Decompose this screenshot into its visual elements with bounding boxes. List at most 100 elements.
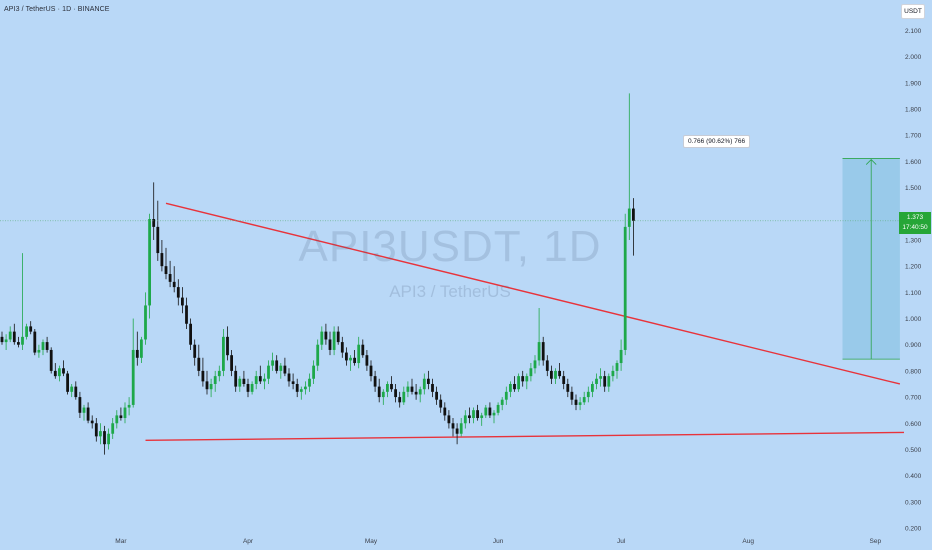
- candle-body: [611, 370, 615, 377]
- candle: [435, 386, 438, 405]
- candle: [312, 360, 315, 384]
- candle: [25, 323, 28, 340]
- y-tick-label: 0.800: [905, 368, 922, 375]
- currency-unit-badge[interactable]: USDT: [901, 4, 925, 19]
- candle: [332, 326, 336, 356]
- candle: [357, 336, 361, 369]
- candle-body: [439, 399, 443, 408]
- candle: [439, 394, 443, 413]
- candle-body: [94, 423, 98, 437]
- candle-body: [164, 266, 168, 275]
- candle-body: [574, 399, 578, 405]
- candle-body: [500, 399, 504, 405]
- candle: [217, 365, 221, 382]
- candle: [70, 383, 74, 398]
- candle: [402, 386, 406, 405]
- candle: [62, 360, 65, 377]
- candle-body: [390, 383, 393, 390]
- candle: [336, 326, 340, 345]
- candle: [0, 331, 4, 345]
- candle: [152, 182, 156, 240]
- candles: [0, 93, 635, 455]
- candle: [599, 368, 602, 387]
- candle-body: [70, 386, 74, 392]
- candle-body: [8, 331, 12, 340]
- y-tick-label: 0.400: [905, 473, 922, 480]
- candle-body: [554, 370, 557, 379]
- candle: [492, 410, 496, 424]
- candle-body: [480, 415, 484, 419]
- candle-body: [361, 344, 365, 356]
- candle-body: [90, 420, 94, 424]
- candle-body: [209, 383, 213, 390]
- candle-body: [148, 219, 151, 306]
- candle: [410, 378, 414, 395]
- candle: [115, 410, 119, 429]
- candle: [17, 336, 20, 348]
- y-tick-label: 1.100: [905, 290, 922, 297]
- candle: [160, 239, 164, 272]
- candle: [381, 389, 385, 405]
- candle: [582, 391, 586, 405]
- candle: [496, 402, 500, 416]
- candle: [533, 355, 537, 374]
- candle: [4, 334, 8, 350]
- candle-body: [607, 376, 611, 387]
- candle-body: [468, 415, 471, 419]
- candle: [172, 266, 176, 293]
- candle: [131, 318, 135, 408]
- candle: [619, 339, 623, 371]
- candle: [570, 386, 574, 405]
- candle-body: [431, 383, 434, 392]
- candle-body: [37, 349, 41, 353]
- candle: [500, 397, 504, 411]
- candle-body: [254, 376, 258, 384]
- measure-label: 0.766 (90.62%) 766: [683, 135, 751, 148]
- candle-body: [517, 376, 520, 390]
- candle: [201, 357, 205, 387]
- candle: [472, 407, 475, 424]
- candle: [111, 418, 115, 439]
- trendline-support: [145, 431, 905, 441]
- candle: [586, 386, 590, 403]
- candle-body: [582, 397, 586, 403]
- y-tick-label: 1.300: [905, 237, 922, 244]
- candle-body: [324, 331, 328, 340]
- candle-body: [406, 386, 410, 392]
- candle-body: [369, 365, 373, 377]
- candle: [258, 365, 262, 384]
- candle: [197, 344, 201, 377]
- measure-arrow-head: [865, 158, 877, 165]
- candle: [66, 370, 69, 395]
- candle-body: [603, 376, 607, 387]
- candle: [144, 292, 147, 345]
- candle-body: [627, 208, 631, 227]
- candle-body: [189, 323, 192, 345]
- candle: [427, 370, 430, 390]
- candle-body: [99, 431, 102, 437]
- candle-body: [172, 281, 176, 288]
- candle: [226, 326, 229, 361]
- candle-body: [455, 428, 459, 434]
- candle-body: [365, 355, 369, 366]
- y-tick-label: 0.500: [905, 447, 922, 454]
- candle-body: [521, 376, 525, 382]
- candle: [541, 336, 545, 366]
- candle-body: [472, 410, 475, 419]
- candle-body: [181, 297, 184, 306]
- candle: [209, 378, 213, 398]
- candle-body: [504, 391, 508, 400]
- candle-body: [33, 331, 37, 353]
- candle-body: [58, 368, 61, 377]
- candle-body: [78, 397, 82, 413]
- candle-body: [463, 415, 467, 424]
- candle-body: [66, 373, 69, 392]
- candle: [550, 365, 553, 384]
- candle-body: [197, 357, 201, 371]
- candle: [74, 381, 78, 400]
- candle: [267, 360, 270, 384]
- candle: [558, 363, 561, 379]
- candle: [447, 410, 451, 429]
- candle-body: [176, 287, 180, 298]
